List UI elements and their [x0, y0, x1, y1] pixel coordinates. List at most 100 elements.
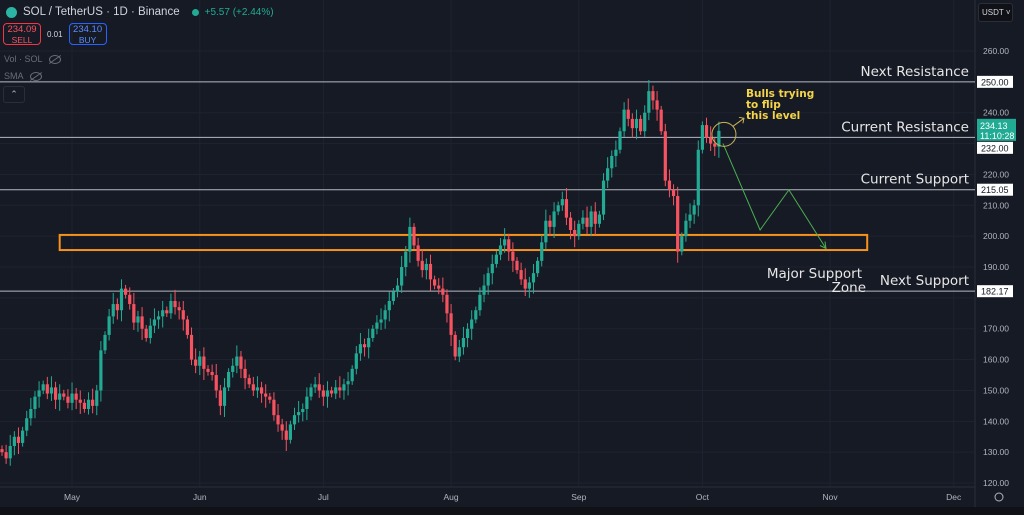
candle-body: [218, 390, 222, 406]
eye-hidden-icon[interactable]: [29, 71, 42, 81]
candle-body: [606, 168, 610, 181]
note-text: this level: [746, 110, 800, 122]
candle-body: [305, 396, 309, 409]
candle: [313, 376, 317, 393]
candle-body: [181, 310, 185, 320]
eye-hidden-icon[interactable]: [48, 54, 61, 64]
candle-body: [346, 381, 350, 385]
candle-body: [161, 310, 165, 317]
candle-body: [692, 205, 696, 215]
candle-body: [428, 263, 433, 280]
candle: [420, 249, 424, 278]
price-label: 250.00: [981, 77, 1009, 87]
candle: [383, 304, 387, 329]
candle-body: [12, 436, 16, 447]
candle: [428, 254, 433, 291]
candle: [573, 220, 577, 248]
candle-body: [684, 220, 688, 237]
candle: [136, 310, 140, 332]
candle: [634, 109, 639, 140]
candle: [58, 384, 62, 411]
zone-label: Major Support: [767, 266, 862, 282]
candle-body: [630, 118, 634, 129]
y-tick-label: 160.00: [983, 355, 1009, 365]
candle-body: [292, 415, 297, 425]
x-tick-label: Oct: [696, 492, 710, 502]
candle-body: [700, 125, 704, 150]
candle-body: [103, 334, 107, 351]
candle-body: [643, 112, 647, 132]
candle: [33, 391, 37, 419]
sell-label: SELL: [11, 35, 33, 45]
candle-body: [247, 378, 251, 385]
bottom-bar: [0, 507, 1024, 515]
support-zone-box: [58, 233, 869, 252]
chevron-down-icon: ˅: [1005, 8, 1011, 17]
candle-body: [194, 359, 198, 366]
candle-body: [4, 452, 8, 459]
price-label-box: [977, 285, 1013, 298]
candle: [251, 376, 255, 397]
candle: [280, 418, 284, 440]
candle-body: [280, 424, 284, 431]
candle: [601, 173, 606, 221]
candle: [606, 157, 610, 189]
candle: [696, 140, 700, 217]
y-tick-label: 140.00: [983, 416, 1009, 426]
price-label-box: [977, 75, 1013, 88]
candle-body: [107, 316, 111, 335]
candle: [194, 348, 198, 374]
candle-body: [544, 220, 548, 243]
candle: [119, 279, 124, 322]
candle: [597, 210, 601, 228]
candle: [297, 400, 301, 423]
candle: [523, 268, 527, 297]
candle: [45, 376, 49, 400]
candle: [62, 389, 66, 401]
candle: [243, 359, 247, 390]
candle: [626, 98, 630, 127]
last-price-box: [977, 118, 1016, 141]
symbol-title[interactable]: SOL / TetherUS · 1D · Binance: [23, 6, 180, 18]
candle: [552, 202, 556, 239]
candle-body: [185, 319, 189, 335]
candle: [268, 392, 272, 404]
indicator-label: SMA: [4, 71, 24, 81]
candle-body: [99, 350, 103, 391]
candle: [325, 381, 330, 408]
candle: [21, 426, 25, 447]
candle: [185, 315, 189, 339]
candle: [688, 203, 692, 229]
indicator-sma[interactable]: SMA: [4, 71, 42, 81]
settings-icon[interactable]: [994, 492, 1004, 502]
candle-body: [457, 347, 461, 357]
candle-body: [387, 300, 391, 311]
candle-body: [58, 393, 62, 400]
candle: [53, 381, 58, 409]
candle-body: [214, 375, 218, 391]
candle: [577, 220, 581, 240]
sell-button[interactable]: 234.09 SELL: [3, 23, 41, 45]
candle: [350, 365, 354, 385]
candle: [255, 376, 260, 398]
buy-button[interactable]: 234.10 BUY: [68, 23, 107, 45]
indicator-volume[interactable]: Vol · SOL: [4, 54, 61, 64]
market-open-icon: [191, 8, 199, 16]
y-tick-label: 220.00: [983, 169, 1009, 179]
candle: [391, 288, 395, 305]
candle-body: [21, 430, 25, 443]
candle: [346, 371, 350, 396]
candle-body: [713, 143, 717, 147]
candle-body: [593, 211, 597, 224]
candle: [663, 123, 667, 187]
x-tick-label: Sep: [571, 492, 586, 502]
candle: [362, 338, 367, 357]
candle-body: [255, 387, 260, 391]
note-text: to flip: [746, 99, 781, 111]
candle: [610, 150, 614, 178]
candle-body: [95, 390, 99, 406]
currency-select[interactable]: USDT ˅: [978, 3, 1013, 22]
candle: [680, 232, 684, 256]
chevron-up-icon[interactable]: ⌃: [3, 86, 25, 103]
